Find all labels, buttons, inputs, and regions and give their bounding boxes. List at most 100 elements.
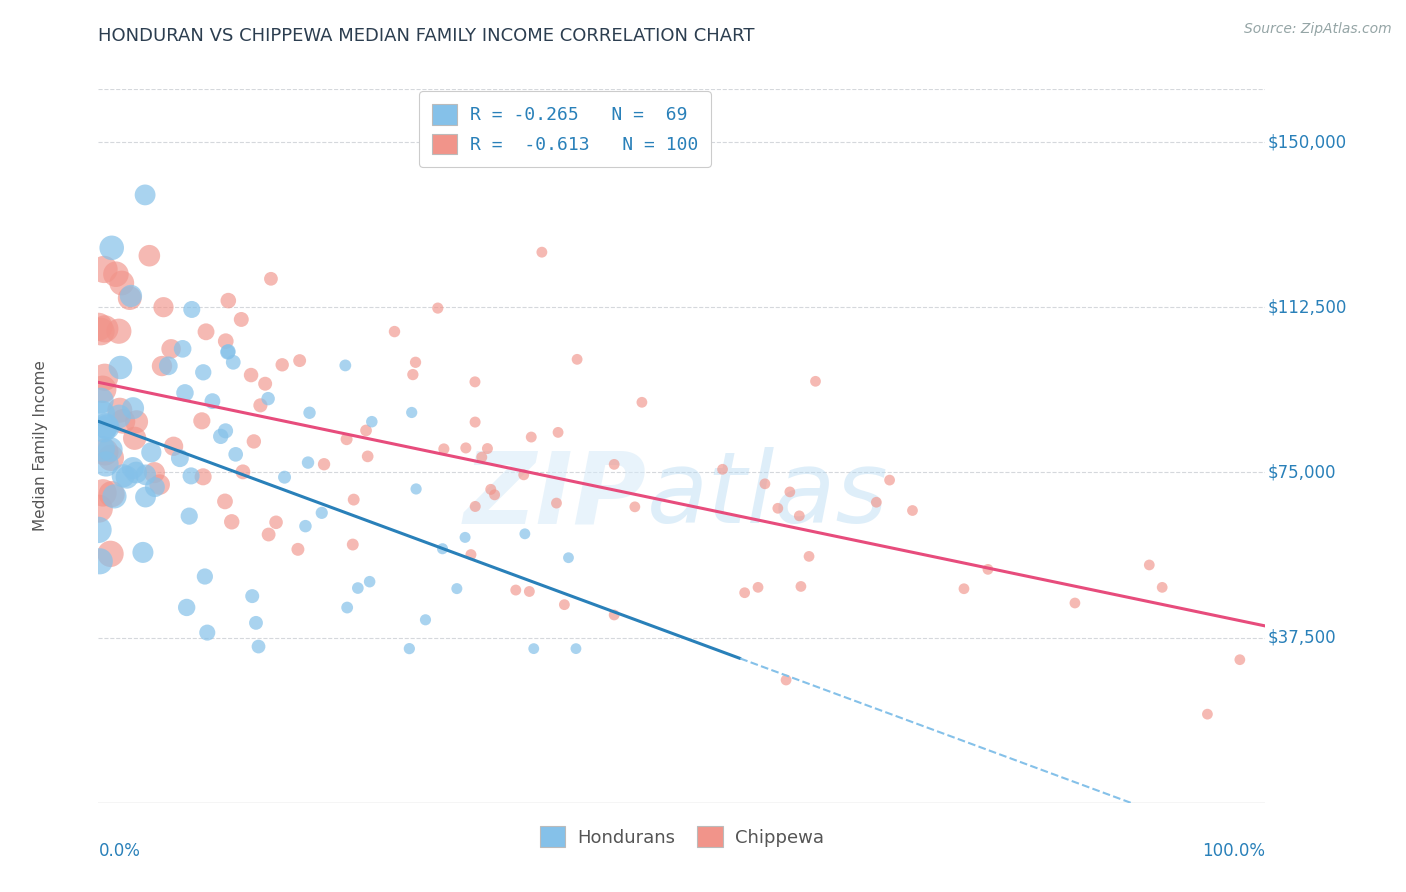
Point [172,342,194,356]
Point [209,429,232,443]
Point [257,527,280,541]
Point [271,358,294,372]
Point [454,441,477,455]
Point [141,445,163,459]
Point [464,415,486,429]
Point [215,334,238,349]
Point [464,375,486,389]
Point [347,581,370,595]
Point [547,425,569,440]
Point [174,385,197,400]
Point [134,188,156,202]
Point [446,582,468,596]
Point [565,641,588,656]
Point [180,302,202,317]
Point [464,500,486,514]
Point [754,476,776,491]
Point [91,407,114,421]
Point [747,580,769,594]
Point [245,615,267,630]
Point [1137,558,1160,572]
Point [477,442,499,456]
Point [87,501,110,516]
Point [426,301,449,315]
Point [398,641,420,656]
Point [711,462,734,476]
Point [603,607,626,622]
Point [118,291,141,305]
Point [100,450,122,465]
Point [193,365,215,379]
Point [775,673,797,687]
Point [343,492,366,507]
Point [87,319,110,334]
Point [100,487,122,501]
Point [149,477,172,491]
Point [221,515,243,529]
Point [312,457,335,471]
Point [134,490,156,504]
Point [1152,580,1174,594]
Point [232,465,254,479]
Point [804,374,827,388]
Text: $150,000: $150,000 [1268,133,1347,151]
Point [110,360,132,375]
Legend: Hondurans, Chippewa: Hondurans, Chippewa [533,819,831,855]
Point [247,640,270,654]
Point [471,450,494,465]
Point [288,353,311,368]
Point [125,466,148,480]
Point [94,445,117,459]
Point [124,431,146,445]
Point [108,324,131,338]
Point [103,489,125,503]
Text: HONDURAN VS CHIPPEWA MEDIAN FAMILY INCOME CORRELATION CHART: HONDURAN VS CHIPPEWA MEDIAN FAMILY INCOM… [98,27,755,45]
Text: $75,000: $75,000 [1268,464,1336,482]
Point [260,272,283,286]
Point [311,506,333,520]
Point [225,447,247,461]
Point [214,424,236,438]
Point [953,582,976,596]
Point [297,456,319,470]
Text: Source: ZipAtlas.com: Source: ZipAtlas.com [1244,22,1392,37]
Point [169,451,191,466]
Point [214,494,236,508]
Point [520,430,543,444]
Point [91,442,114,456]
Point [94,322,117,336]
Text: 0.0%: 0.0% [98,842,141,860]
Point [115,470,138,484]
Point [565,352,588,367]
Point [217,344,239,359]
Point [631,395,654,409]
Point [125,415,148,429]
Point [405,482,427,496]
Text: Median Family Income: Median Family Income [32,360,48,532]
Point [401,405,423,419]
Text: $112,500: $112,500 [1268,298,1347,317]
Point [484,488,506,502]
Point [359,574,381,589]
Point [505,582,527,597]
Point [790,579,813,593]
Point [240,589,263,603]
Point [194,569,217,583]
Point [415,613,437,627]
Point [1229,653,1251,667]
Point [523,641,546,656]
Text: atlas: atlas [647,448,889,544]
Point [335,359,357,373]
Point [254,376,277,391]
Point [1064,596,1087,610]
Point [384,325,406,339]
Point [217,293,239,308]
Point [879,473,901,487]
Point [132,545,155,559]
Point [287,542,309,557]
Point [135,467,157,482]
Point [100,547,122,561]
Point [356,450,378,464]
Point [93,370,115,384]
Point [91,382,114,396]
